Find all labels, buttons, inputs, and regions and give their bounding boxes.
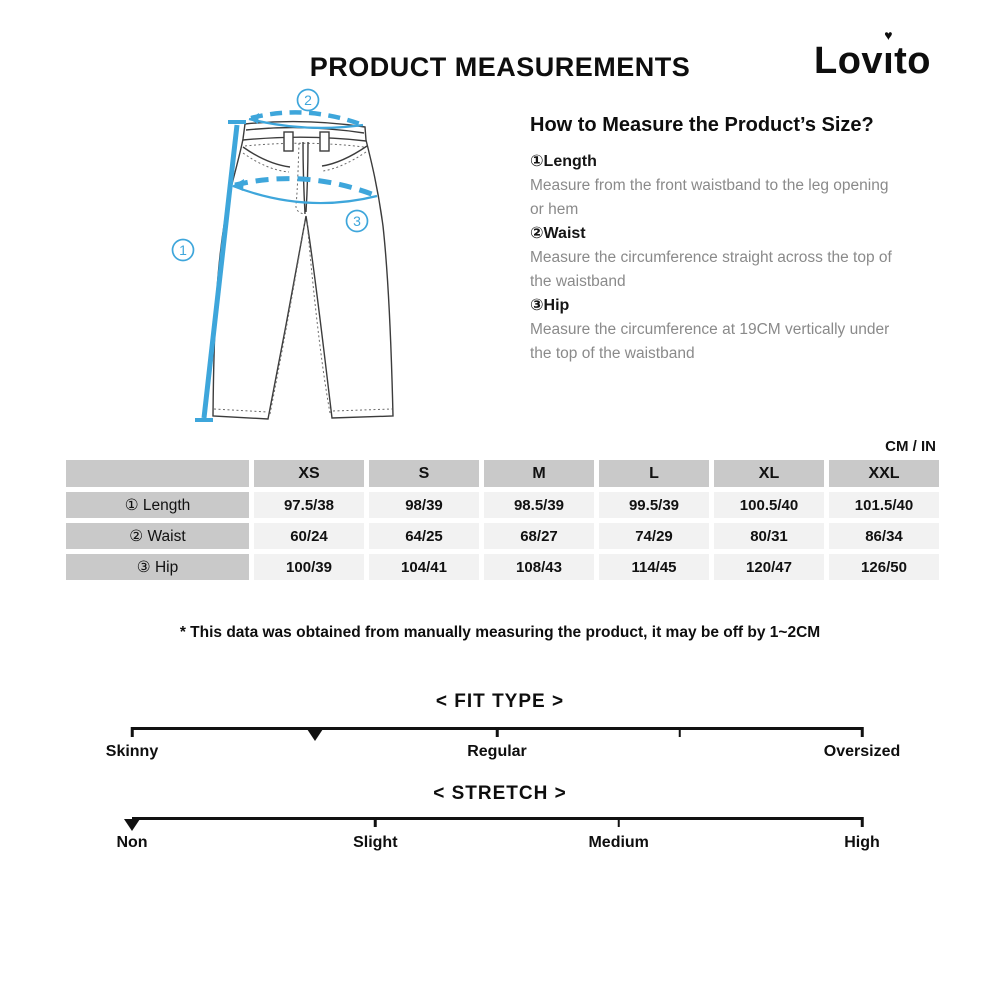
- fit-tick-end: [860, 727, 864, 737]
- fit-label-skinny: Skinny: [105, 743, 159, 760]
- brand-logo-i: ı ♥: [883, 28, 895, 83]
- table-row: ① Length 97.5/38 98/39 98.5/39 99.5/39 1…: [66, 492, 939, 518]
- stretch-labels: Non Slight Medium High: [116, 834, 879, 854]
- table-corner-cell: [66, 460, 249, 487]
- table-row: ② Waist 60/24 64/25 68/27 74/29 80/31 86…: [66, 523, 939, 549]
- stretch-tick-end: [860, 817, 864, 827]
- length-term: ①Length: [530, 153, 597, 170]
- waist-measure-ellipse: [248, 110, 364, 130]
- col-header-xs: XS: [254, 460, 364, 487]
- heart-icon: ♥: [884, 27, 893, 43]
- annotation-badges: 1 2 3: [171, 88, 369, 262]
- col-header-m: M: [484, 460, 594, 487]
- stretch-label-medium: Medium: [588, 834, 649, 851]
- waist-xs: 60/24: [254, 523, 364, 549]
- stretch-title: < STRETCH >: [433, 783, 567, 804]
- size-table-wrap: XS S M L XL XXL ① Length 97.5/38 98/39 9…: [61, 455, 944, 585]
- fit-tick-mid: [495, 727, 499, 737]
- col-header-xxl: XXL: [829, 460, 939, 487]
- length-xs: 97.5/38: [254, 492, 364, 518]
- pants-measurement-diagram: 1 2 3: [171, 88, 394, 422]
- fit-label-oversized: Oversized: [823, 743, 901, 760]
- waist-l: 74/29: [599, 523, 709, 549]
- waist-badge-number: 2: [304, 92, 312, 108]
- brand-logo-part1: Lov: [814, 40, 884, 82]
- stretch-scale-line: [124, 817, 864, 831]
- length-xxl: 101.5/40: [829, 492, 939, 518]
- waist-desc: Measure the circumference straight acros…: [530, 249, 892, 290]
- size-table: XS S M L XL XXL ① Length 97.5/38 98/39 9…: [61, 455, 944, 585]
- hip-badge-number: 3: [353, 213, 361, 229]
- waist-xl: 80/31: [714, 523, 824, 549]
- hip-xl: 120/47: [714, 554, 824, 580]
- length-l: 99.5/39: [599, 492, 709, 518]
- fit-type-marker-icon: [306, 729, 323, 741]
- fit-tick-start: [130, 727, 134, 737]
- waist-xxl: 86/34: [829, 523, 939, 549]
- waist-m: 68/27: [484, 523, 594, 549]
- how-to-measure-section: How to Measure the Product’s Size? ①Leng…: [530, 114, 906, 366]
- stretch-tick-medium: [617, 817, 620, 827]
- stretch-label-slight: Slight: [353, 834, 398, 851]
- brand-logo-dotless-i: ı: [883, 40, 895, 82]
- stretch-tick-slight: [374, 817, 377, 827]
- hip-s: 104/41: [369, 554, 479, 580]
- pants-outline: [212, 120, 394, 420]
- col-header-xl: XL: [714, 460, 824, 487]
- row-label-length: ① Length: [66, 492, 249, 518]
- stretch-label-non: Non: [116, 834, 148, 851]
- table-row: ③ Hip 100/39 104/41 108/43 114/45 120/47…: [66, 554, 939, 580]
- row-label-hip: ③ Hip: [66, 554, 249, 580]
- unit-label: CM / IN: [885, 438, 936, 455]
- length-s: 98/39: [369, 492, 479, 518]
- length-desc: Measure from the front waistband to the …: [530, 177, 889, 218]
- hip-xs: 100/39: [254, 554, 364, 580]
- measurement-annotations: 1 2 3: [171, 88, 378, 422]
- col-header-s: S: [369, 460, 479, 487]
- stretch-marker-icon: [124, 819, 140, 831]
- col-header-l: L: [599, 460, 709, 487]
- hip-xxl: 126/50: [829, 554, 939, 580]
- hip-l: 114/45: [599, 554, 709, 580]
- length-badge-number: 1: [179, 242, 187, 258]
- how-to-heading: How to Measure the Product’s Size?: [530, 114, 874, 136]
- hip-term: ③Hip: [530, 297, 570, 314]
- page-title: PRODUCT MEASUREMENTS: [309, 52, 691, 82]
- length-xl: 100.5/40: [714, 492, 824, 518]
- fit-tick-threequarter: [678, 727, 681, 737]
- measurement-disclaimer: * This data was obtained from manually m…: [179, 624, 821, 641]
- brand-logo-part2: to: [894, 40, 931, 82]
- row-label-waist: ② Waist: [66, 523, 249, 549]
- fit-type-labels: Skinny Regular Oversized: [106, 743, 900, 763]
- hip-measure-ellipse: [232, 176, 378, 205]
- table-header-row: XS S M L XL XXL: [66, 460, 939, 487]
- fit-type-title: < FIT TYPE >: [435, 691, 565, 712]
- length-m: 98.5/39: [484, 492, 594, 518]
- waist-s: 64/25: [369, 523, 479, 549]
- hip-desc: Measure the circumference at 19CM vertic…: [530, 321, 890, 362]
- length-measure-line: [195, 120, 246, 422]
- hip-m: 108/43: [484, 554, 594, 580]
- fit-label-regular: Regular: [467, 743, 527, 760]
- stretch-label-high: High: [844, 834, 880, 851]
- fit-type-scale-line: [130, 727, 864, 741]
- brand-logo: Lovı ♥ to: [814, 28, 931, 83]
- waist-term: ②Waist: [530, 225, 586, 242]
